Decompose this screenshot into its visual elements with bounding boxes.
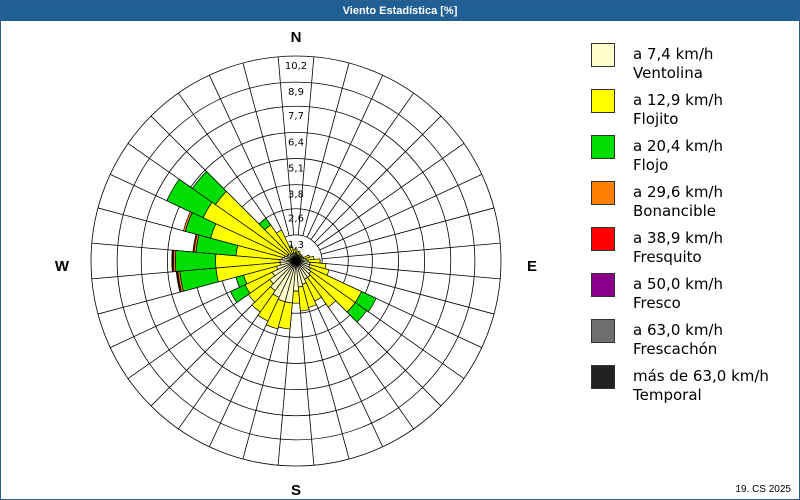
legend-speed: a 7,4 km/h (633, 45, 714, 63)
footer-date: 19. CS 2025 (735, 484, 791, 495)
grid-ring (166, 131, 426, 391)
legend-description: Frescachón (633, 340, 718, 358)
ring-label: 6,4 (288, 137, 304, 148)
legend-speed: a 63,0 km/h (633, 321, 723, 339)
grid-spoke (302, 62, 350, 236)
legend-description: Flojito (633, 110, 679, 128)
ring-label: 7,7 (288, 111, 304, 122)
compass-south: S (291, 482, 301, 499)
ring-label: 5,1 (288, 164, 304, 175)
ring-label: 3,8 (288, 190, 304, 201)
legend-swatch (591, 89, 615, 113)
grid-spoke (321, 207, 495, 255)
legend-speed: a 50,0 km/h (633, 275, 723, 293)
ring-label: 1,3 (288, 240, 304, 251)
grid-spoke (310, 92, 414, 240)
grid-spoke (297, 56, 315, 236)
ring-label: 8,9 (288, 87, 304, 98)
legend-swatch (591, 181, 615, 205)
rose-segment (251, 286, 276, 313)
rose-segment (229, 284, 251, 303)
wind-rose: 1,3 2,6 3,8 5,1 6,4 7,7 8,9 10,2 N E S W (55, 29, 537, 499)
rose-segment (297, 285, 310, 312)
legend-description: Fresco (633, 294, 681, 312)
grid-spoke (242, 62, 290, 236)
grid-ring (140, 105, 452, 417)
grid-spoke (178, 92, 282, 240)
legend-swatch (591, 319, 615, 343)
legend-description: Temporal (633, 386, 702, 404)
legend-speed: a 29,6 km/h (633, 183, 723, 201)
legend-swatch (591, 43, 615, 67)
rose-segment (346, 302, 368, 323)
rose-segment (191, 170, 227, 206)
compass-north: N (291, 29, 302, 46)
rose-segment (258, 217, 272, 231)
grid-spoke (297, 286, 315, 466)
rose-segment (307, 274, 337, 308)
legend-speed: a 20,4 km/h (633, 137, 723, 155)
grid-spoke (209, 75, 286, 238)
legend-speed: a 38,9 km/h (633, 229, 723, 247)
grid-spoke (319, 174, 482, 251)
legend-description: Fresquito (633, 248, 702, 266)
grid-spoke (306, 284, 383, 447)
legend-speed: más de 63,0 km/h (633, 367, 769, 385)
rose-segment (354, 291, 377, 313)
legend-swatch (591, 273, 615, 297)
rose-segment (288, 245, 295, 255)
ring-label: 2,6 (288, 214, 304, 225)
grid-spoke (321, 242, 501, 260)
rose-segment (166, 178, 213, 219)
rose-segment (257, 293, 280, 322)
grid-spoke (321, 262, 501, 280)
grid-spoke (321, 267, 495, 315)
rose-segment (171, 249, 174, 273)
rose-segment (297, 250, 301, 256)
legend-swatch (591, 227, 615, 251)
grid-ring (90, 55, 502, 467)
rose-segment (265, 298, 286, 330)
window-title: Viento Estadística [%] (1, 1, 799, 21)
grid-spoke (317, 143, 465, 247)
legend-description: Flojo (633, 156, 669, 174)
grid-ring (116, 81, 476, 441)
legend-description: Ventolina (633, 64, 703, 82)
compass-west: W (55, 258, 70, 275)
grid-spoke (277, 56, 295, 236)
legend-description: Bonancible (633, 202, 717, 220)
compass-east: E (527, 258, 537, 275)
legend-swatch (591, 135, 615, 159)
grid-spoke (306, 75, 383, 238)
rose-segment (275, 229, 294, 255)
rose-segment (292, 248, 296, 254)
ring-label: 10,2 (285, 61, 307, 72)
grid-spoke (314, 115, 442, 243)
legend-speed: a 12,9 km/h (633, 91, 723, 109)
rose-segment (179, 267, 219, 292)
grid-spoke (302, 286, 350, 460)
legend-swatch (591, 365, 615, 389)
